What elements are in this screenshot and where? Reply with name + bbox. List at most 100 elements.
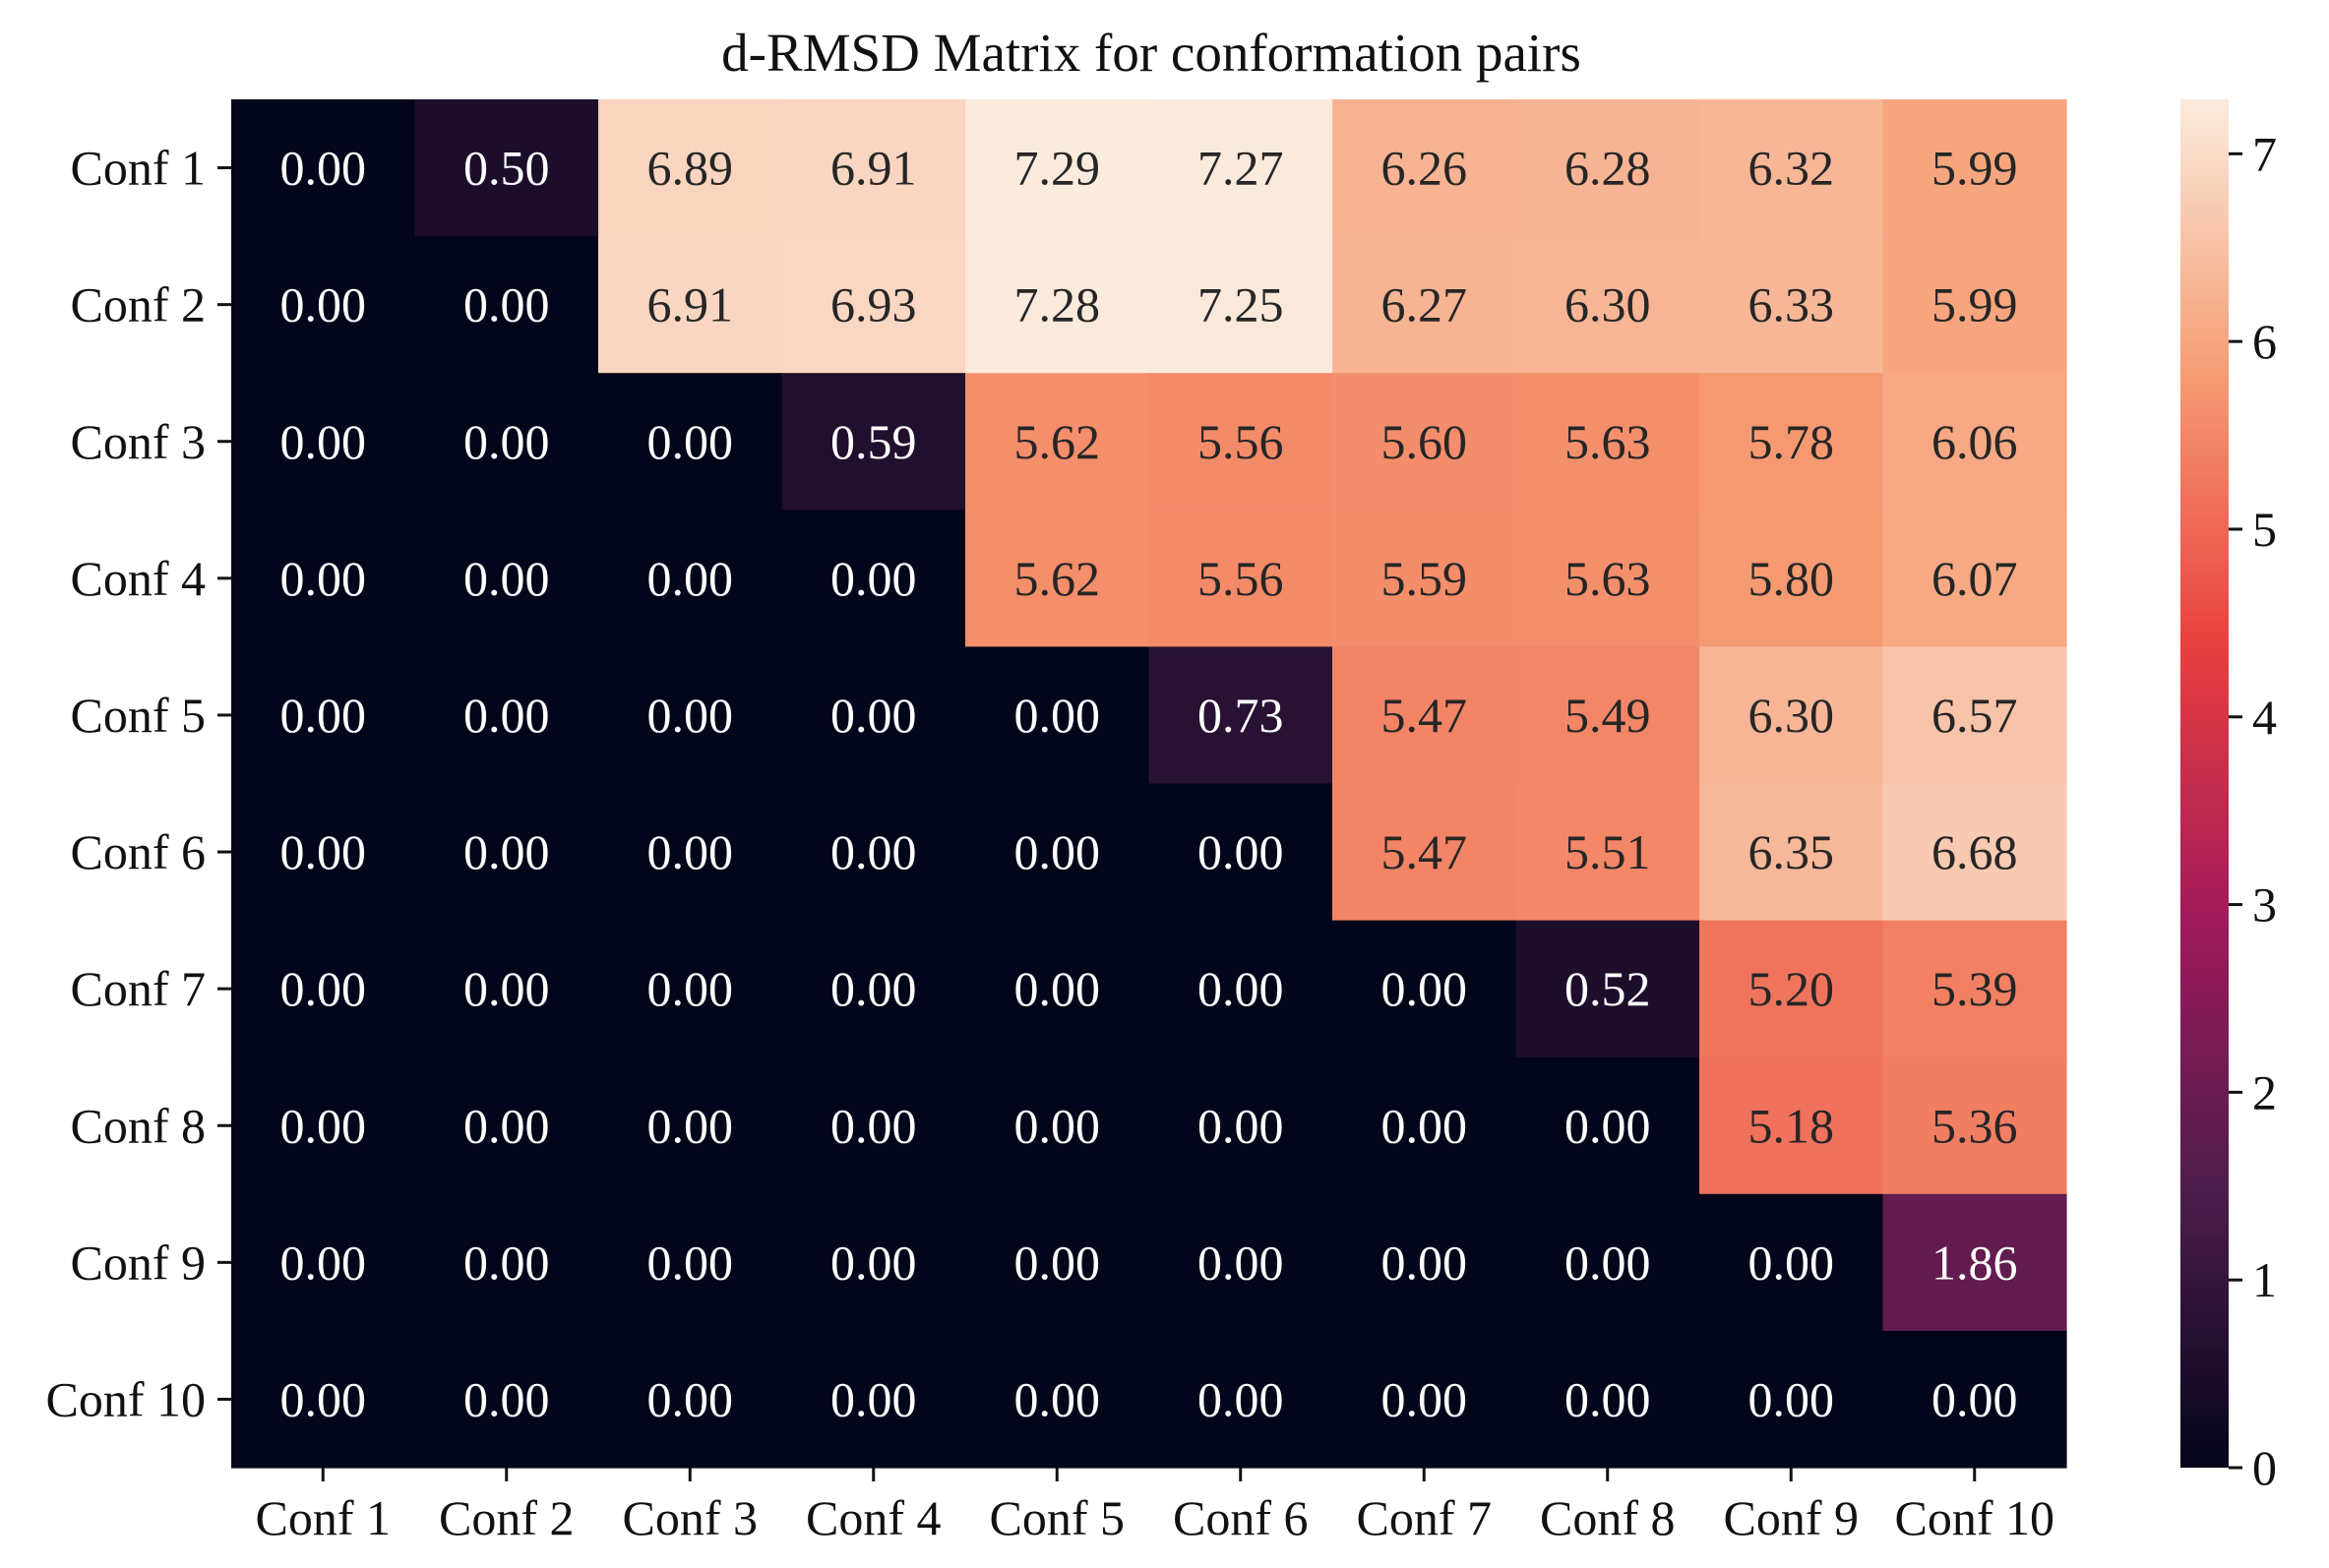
heatmap-cell-r5-c1 (231, 646, 416, 785)
y-tick-label-5: Conf 5 (71, 688, 207, 743)
cell-value-r4-c3: 0.00 (647, 551, 734, 606)
cell-value-r8-c5: 0.00 (1014, 1098, 1101, 1153)
heatmap-cells (231, 99, 2067, 1469)
cell-value-r10-c9: 0.00 (1748, 1371, 1835, 1426)
cell-value-r1-c6: 7.27 (1197, 141, 1284, 196)
colorbar-tick-label-7: 7 (2252, 126, 2277, 181)
cell-value-r5-c3: 0.00 (647, 688, 734, 743)
heatmap-cell-r1-c4 (781, 99, 966, 237)
heatmap-cell-r4-c6 (1148, 510, 1333, 647)
heatmap-cell-r3-c10 (1882, 373, 2067, 511)
x-tick-label-4: Conf 4 (806, 1490, 942, 1545)
cell-value-r4-c5: 5.62 (1014, 551, 1101, 606)
cell-value-r7-c1: 0.00 (280, 961, 367, 1016)
cell-value-r9-c10: 1.86 (1931, 1235, 2018, 1290)
heatmap-cell-r3-c8 (1515, 373, 1700, 511)
heatmap-cell-r9-c5 (965, 1193, 1150, 1332)
heatmap-cell-r1-c10 (1882, 99, 2067, 237)
cell-value-r4-c8: 5.63 (1564, 551, 1651, 606)
heatmap-cell-r9-c8 (1515, 1193, 1700, 1332)
heatmap-cell-r4-c9 (1699, 510, 1884, 647)
cell-value-r7-c2: 0.00 (463, 961, 550, 1016)
cell-value-r3-c4: 0.59 (830, 414, 917, 469)
cell-value-r1-c1: 0.00 (280, 141, 367, 196)
cell-value-r4-c7: 5.59 (1381, 551, 1468, 606)
heatmap-cell-r7-c6 (1148, 920, 1333, 1058)
x-tick-label-7: Conf 7 (1357, 1490, 1493, 1545)
cell-value-r10-c2: 0.00 (463, 1371, 550, 1426)
y-tick-label-8: Conf 8 (71, 1098, 207, 1153)
heatmap-cell-r7-c7 (1332, 920, 1517, 1058)
cell-value-r9-c1: 0.00 (280, 1235, 367, 1290)
heatmap-cell-r9-c1 (231, 1193, 416, 1332)
cell-value-r6-c8: 5.51 (1564, 824, 1651, 879)
heatmap-cell-r9-c7 (1332, 1193, 1517, 1332)
cell-value-r1-c8: 6.28 (1564, 141, 1651, 196)
heatmap-cell-r8-c10 (1882, 1056, 2067, 1195)
heatmap-cell-r2-c3 (598, 236, 783, 374)
cell-value-r2-c2: 0.00 (463, 277, 550, 332)
cell-value-labels: 0.00 0.50 6.89 6.91 7.29 7.27 6.26 6.28 6.32 5.99… (280, 141, 2018, 1427)
chart-title: d-RMSD Matrix for conformation pairs (721, 23, 1581, 83)
cell-value-r4-c9: 5.80 (1748, 551, 1835, 606)
cell-value-r5-c2: 0.00 (463, 688, 550, 743)
cell-value-r5-c10: 6.57 (1931, 688, 2018, 743)
cell-value-r5-c6: 0.73 (1197, 688, 1284, 743)
heatmap-cell-r3-c9 (1699, 373, 1884, 511)
heatmap-cell-r6-c5 (965, 783, 1150, 922)
y-tick-label-7: Conf 7 (71, 961, 207, 1016)
cell-value-r1-c9: 6.32 (1748, 141, 1835, 196)
cell-value-r9-c2: 0.00 (463, 1235, 550, 1290)
cell-value-r6-c1: 0.00 (280, 824, 367, 879)
cell-value-r10-c10: 0.00 (1931, 1371, 2018, 1426)
heatmap-cell-r1-c8 (1515, 99, 1700, 237)
colorbar-tick-label-1: 1 (2252, 1252, 2277, 1307)
heatmap-cell-r4-c10 (1882, 510, 2067, 647)
heatmap-cell-r3-c7 (1332, 373, 1517, 511)
y-tick-label-3: Conf 3 (71, 414, 207, 469)
heatmap-cell-r9-c9 (1699, 1193, 1884, 1332)
heatmap-cell-r8-c2 (414, 1056, 599, 1195)
heatmap-cell-r1-c5 (965, 99, 1150, 237)
cell-value-r7-c6: 0.00 (1197, 961, 1284, 1016)
heatmap-cell-r8-c4 (781, 1056, 966, 1195)
heatmap-cell-r10-c1 (231, 1330, 416, 1469)
heatmap-cell-r1-c7 (1332, 99, 1517, 237)
colorbar-gradient (2180, 99, 2229, 1468)
cell-value-r8-c7: 0.00 (1381, 1098, 1468, 1153)
x-tick-label-5: Conf 5 (990, 1490, 1126, 1545)
heatmap-cell-r7-c10 (1882, 920, 2067, 1058)
cell-value-r3-c3: 0.00 (647, 414, 734, 469)
cell-value-r6-c5: 0.00 (1014, 824, 1101, 879)
x-tick-label-1: Conf 1 (256, 1490, 392, 1545)
cell-value-r4-c6: 5.56 (1197, 551, 1284, 606)
colorbar: 0 1 2 3 4 5 6 7 (2180, 99, 2277, 1495)
colorbar-tick-label-4: 4 (2252, 690, 2277, 745)
cell-value-r4-c10: 6.07 (1931, 551, 2018, 606)
heatmap-cell-r4-c8 (1515, 510, 1700, 647)
heatmap-cell-r5-c9 (1699, 646, 1884, 785)
cell-value-r7-c8: 0.52 (1564, 961, 1651, 1016)
cell-value-r9-c3: 0.00 (647, 1235, 734, 1290)
heatmap-cell-r1-c1 (231, 99, 416, 237)
heatmap-cell-r10-c4 (781, 1330, 966, 1469)
cell-value-r1-c2: 0.50 (463, 141, 550, 196)
heatmap-cell-r6-c2 (414, 783, 599, 922)
cell-value-r7-c7: 0.00 (1381, 961, 1468, 1016)
heatmap-cell-r2-c6 (1148, 236, 1333, 374)
cell-value-r6-c10: 6.68 (1931, 824, 2018, 879)
cell-value-r2-c6: 7.25 (1197, 277, 1284, 332)
heatmap-cell-r5-c4 (781, 646, 966, 785)
heatmap-cell-r2-c4 (781, 236, 966, 374)
heatmap-cell-r1-c2 (414, 99, 599, 237)
heatmap-cell-r2-c1 (231, 236, 416, 374)
heatmap-cell-r10-c5 (965, 1330, 1150, 1469)
cell-value-r2-c7: 6.27 (1381, 277, 1468, 332)
heatmap-cell-r1-c3 (598, 99, 783, 237)
heatmap-cell-r10-c8 (1515, 1330, 1700, 1469)
x-axis: Conf 1 Conf 2 Conf 3 Conf 4 Conf 5 Conf 6 Conf… (256, 1468, 2054, 1545)
heatmap-cell-r9-c2 (414, 1193, 599, 1332)
x-tick-label-8: Conf 8 (1540, 1490, 1676, 1545)
cell-value-r10-c6: 0.00 (1197, 1371, 1284, 1426)
